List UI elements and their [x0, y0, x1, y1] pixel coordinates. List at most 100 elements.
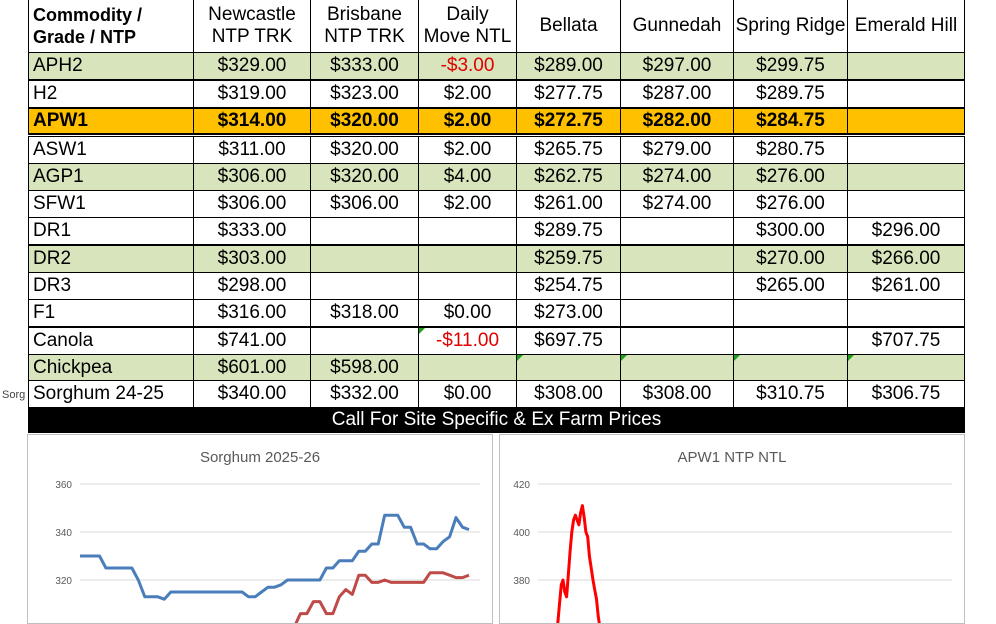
cell-sfw1-brisbane[interactable]: $306.00 — [310, 190, 419, 218]
cell-dr2-spring-ridge[interactable]: $270.00 — [733, 245, 848, 273]
cell-apw1-bellata[interactable]: $272.75 — [516, 107, 621, 135]
cell-chickpea-emerald-hill[interactable] — [847, 354, 965, 382]
cell-canola-bellata[interactable]: $697.75 — [516, 327, 621, 355]
cell-h2-gunnedah[interactable]: $287.00 — [620, 80, 734, 108]
cell-dr3-emerald-hill[interactable]: $261.00 — [847, 272, 965, 300]
cell-h2-emerald-hill[interactable] — [847, 80, 965, 108]
cell-apw1-daily[interactable]: $2.00 — [418, 107, 517, 135]
cell-aph2-daily[interactable]: -$3.00 — [418, 52, 517, 80]
cell-agp1-newcastle[interactable]: $306.00 — [193, 163, 311, 191]
cell-dr1-daily[interactable] — [418, 217, 517, 245]
cell-aph2-brisbane[interactable]: $333.00 — [310, 52, 419, 80]
cell-sorghum-24-25-grade[interactable]: Sorghum 24-25 — [28, 380, 194, 408]
cell-f1-daily[interactable]: $0.00 — [418, 299, 517, 327]
cell-dr3-brisbane[interactable] — [310, 272, 419, 300]
cell-agp1-emerald-hill[interactable] — [847, 163, 965, 191]
cell-f1-spring-ridge[interactable] — [733, 299, 848, 327]
cell-dr3-spring-ridge[interactable]: $265.00 — [733, 272, 848, 300]
cell-h2-spring-ridge[interactable]: $289.75 — [733, 80, 848, 108]
cell-h2-brisbane[interactable]: $323.00 — [310, 80, 419, 108]
cell-h2-daily[interactable]: $2.00 — [418, 80, 517, 108]
cell-aph2-spring-ridge[interactable]: $299.75 — [733, 52, 848, 80]
cell-apw1-gunnedah[interactable]: $282.00 — [620, 107, 734, 135]
cell-sorghum-24-25-newcastle[interactable]: $340.00 — [193, 380, 311, 408]
cell-agp1-gunnedah[interactable]: $274.00 — [620, 163, 734, 191]
cell-canola-brisbane[interactable] — [310, 327, 419, 355]
cell-asw1-daily[interactable]: $2.00 — [418, 136, 517, 164]
cell-agp1-daily[interactable]: $4.00 — [418, 163, 517, 191]
cell-dr1-emerald-hill[interactable]: $296.00 — [847, 217, 965, 245]
cell-dr3-daily[interactable] — [418, 272, 517, 300]
cell-sorghum-24-25-gunnedah[interactable]: $308.00 — [620, 380, 734, 408]
cell-dr2-brisbane[interactable] — [310, 245, 419, 273]
cell-canola-grade[interactable]: Canola — [28, 327, 194, 355]
cell-canola-spring-ridge[interactable] — [733, 327, 848, 355]
cell-dr2-emerald-hill[interactable]: $266.00 — [847, 245, 965, 273]
cell-dr2-grade[interactable]: DR2 — [28, 245, 194, 273]
cell-dr3-newcastle[interactable]: $298.00 — [193, 272, 311, 300]
cell-f1-newcastle[interactable]: $316.00 — [193, 299, 311, 327]
cell-canola-gunnedah[interactable] — [620, 327, 734, 355]
cell-sfw1-spring-ridge[interactable]: $276.00 — [733, 190, 848, 218]
cell-asw1-gunnedah[interactable]: $279.00 — [620, 136, 734, 164]
cell-asw1-bellata[interactable]: $265.75 — [516, 136, 621, 164]
cell-dr3-gunnedah[interactable] — [620, 272, 734, 300]
cell-apw1-emerald-hill[interactable] — [847, 107, 965, 135]
cell-dr2-newcastle[interactable]: $303.00 — [193, 245, 311, 273]
cell-aph2-grade[interactable]: APH2 — [28, 52, 194, 80]
cell-sorghum-24-25-bellata[interactable]: $308.00 — [516, 380, 621, 408]
cell-agp1-grade[interactable]: AGP1 — [28, 163, 194, 191]
cell-canola-daily[interactable]: -$11.00 — [418, 327, 517, 355]
cell-dr2-daily[interactable] — [418, 245, 517, 273]
cell-dr2-gunnedah[interactable] — [620, 245, 734, 273]
cell-chickpea-gunnedah[interactable] — [620, 354, 734, 382]
cell-apw1-newcastle[interactable]: $314.00 — [193, 107, 311, 135]
cell-agp1-brisbane[interactable]: $320.00 — [310, 163, 419, 191]
cell-dr1-brisbane[interactable] — [310, 217, 419, 245]
cell-dr2-bellata[interactable]: $259.75 — [516, 245, 621, 273]
cell-apw1-spring-ridge[interactable]: $284.75 — [733, 107, 848, 135]
cell-asw1-brisbane[interactable]: $320.00 — [310, 136, 419, 164]
cell-asw1-emerald-hill[interactable] — [847, 136, 965, 164]
cell-asw1-grade[interactable]: ASW1 — [28, 136, 194, 164]
cell-chickpea-daily[interactable] — [418, 354, 517, 382]
cell-asw1-spring-ridge[interactable]: $280.75 — [733, 136, 848, 164]
cell-sorghum-24-25-spring-ridge[interactable]: $310.75 — [733, 380, 848, 408]
cell-h2-newcastle[interactable]: $319.00 — [193, 80, 311, 108]
cell-agp1-spring-ridge[interactable]: $276.00 — [733, 163, 848, 191]
cell-h2-grade[interactable]: H2 — [28, 80, 194, 108]
cell-aph2-newcastle[interactable]: $329.00 — [193, 52, 311, 80]
cell-canola-newcastle[interactable]: $741.00 — [193, 327, 311, 355]
cell-chickpea-grade[interactable]: Chickpea — [28, 354, 194, 382]
cell-dr1-bellata[interactable]: $289.75 — [516, 217, 621, 245]
cell-chickpea-spring-ridge[interactable] — [733, 354, 848, 382]
cell-dr1-newcastle[interactable]: $333.00 — [193, 217, 311, 245]
cell-h2-bellata[interactable]: $277.75 — [516, 80, 621, 108]
cell-f1-brisbane[interactable]: $318.00 — [310, 299, 419, 327]
cell-dr1-spring-ridge[interactable]: $300.00 — [733, 217, 848, 245]
cell-aph2-bellata[interactable]: $289.00 — [516, 52, 621, 80]
cell-dr3-bellata[interactable]: $254.75 — [516, 272, 621, 300]
cell-sfw1-newcastle[interactable]: $306.00 — [193, 190, 311, 218]
cell-sfw1-daily[interactable]: $2.00 — [418, 190, 517, 218]
cell-f1-gunnedah[interactable] — [620, 299, 734, 327]
cell-f1-grade[interactable]: F1 — [28, 299, 194, 327]
cell-aph2-emerald-hill[interactable] — [847, 52, 965, 80]
cell-dr1-gunnedah[interactable] — [620, 217, 734, 245]
cell-chickpea-bellata[interactable] — [516, 354, 621, 382]
cell-asw1-newcastle[interactable]: $311.00 — [193, 136, 311, 164]
cell-apw1-brisbane[interactable]: $320.00 — [310, 107, 419, 135]
cell-agp1-bellata[interactable]: $262.75 — [516, 163, 621, 191]
cell-aph2-gunnedah[interactable]: $297.00 — [620, 52, 734, 80]
cell-dr3-grade[interactable]: DR3 — [28, 272, 194, 300]
cell-chickpea-brisbane[interactable]: $598.00 — [310, 354, 419, 382]
cell-sfw1-grade[interactable]: SFW1 — [28, 190, 194, 218]
cell-sfw1-gunnedah[interactable]: $274.00 — [620, 190, 734, 218]
cell-sorghum-24-25-emerald-hill[interactable]: $306.75 — [847, 380, 965, 408]
cell-chickpea-newcastle[interactable]: $601.00 — [193, 354, 311, 382]
cell-canola-emerald-hill[interactable]: $707.75 — [847, 327, 965, 355]
cell-sfw1-emerald-hill[interactable] — [847, 190, 965, 218]
cell-f1-bellata[interactable]: $273.00 — [516, 299, 621, 327]
cell-f1-emerald-hill[interactable] — [847, 299, 965, 327]
cell-dr1-grade[interactable]: DR1 — [28, 217, 194, 245]
